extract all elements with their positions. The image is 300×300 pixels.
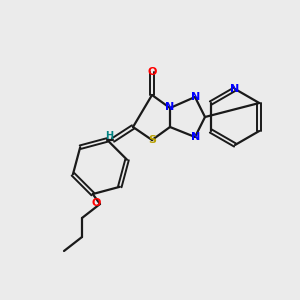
Text: H: H xyxy=(105,131,113,141)
Text: O: O xyxy=(147,67,157,77)
Text: N: N xyxy=(230,84,240,94)
Text: N: N xyxy=(165,102,175,112)
Text: O: O xyxy=(91,198,101,208)
Text: S: S xyxy=(148,135,156,145)
Text: N: N xyxy=(191,132,201,142)
Text: N: N xyxy=(191,92,201,102)
